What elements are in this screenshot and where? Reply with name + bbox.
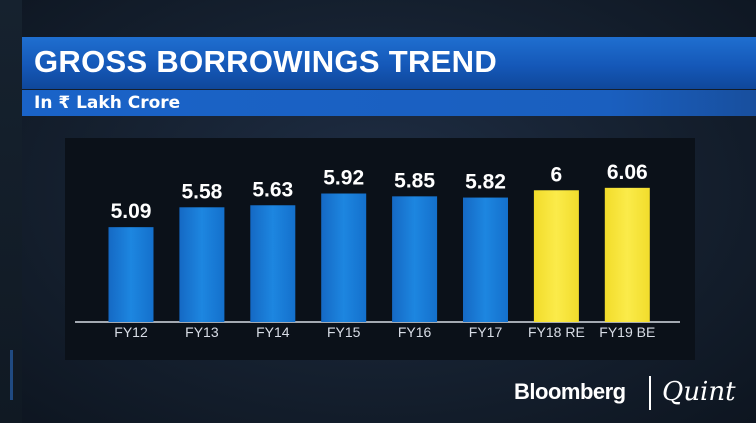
x-tick-label: FY19 BE [599, 324, 655, 340]
data-label: 5.92 [323, 167, 364, 190]
data-label: 5.82 [465, 171, 506, 194]
x-tick-label: FY17 [469, 324, 503, 340]
title-bar: GROSS BORROWINGS TREND [22, 37, 756, 89]
data-label: 5.09 [111, 200, 152, 223]
logo-divider [649, 376, 651, 410]
data-label: 5.58 [181, 180, 222, 203]
data-label: 5.63 [252, 178, 293, 201]
subtitle-bar: In ₹ Lakh Crore [22, 90, 756, 116]
x-tick-label: FY16 [398, 324, 432, 340]
data-label: 6.06 [607, 161, 648, 184]
x-tick-label: FY13 [185, 324, 219, 340]
left-decor-strip [0, 0, 22, 423]
chart-panel: 5.09 FY12 5.58 FY13 5.63 FY14 5.92 FY15 5.85 FY16… [65, 138, 695, 360]
chart-title: GROSS BORROWINGS TREND [34, 44, 498, 79]
data-label: 5.85 [394, 169, 435, 192]
x-tick-label: FY18 RE [528, 324, 585, 340]
bar-chart: 5.09 FY12 5.58 FY13 5.63 FY14 5.92 FY15 5.85 FY16… [75, 161, 680, 340]
bar-fy13 [179, 207, 225, 322]
x-tick-label: FY15 [327, 324, 361, 340]
left-accent-line [10, 350, 13, 400]
bar-fy18-re [533, 190, 579, 322]
bar-fy14 [250, 205, 296, 322]
chart-subtitle: In ₹ Lakh Crore [34, 93, 181, 113]
bar-fy16 [392, 196, 438, 322]
x-tick-label: FY14 [256, 324, 290, 340]
brand-logo: Bloomberg Quint [514, 374, 744, 414]
data-label: 6 [551, 163, 563, 186]
quint-logo-text: Quint [662, 377, 736, 407]
bar-fy12 [108, 227, 154, 322]
bar-fy17 [463, 197, 508, 322]
x-tick-label: FY12 [114, 324, 148, 340]
bar-fy19-be [604, 187, 650, 322]
bar-fy15 [321, 193, 367, 322]
bloomberg-logo-text: Bloomberg [514, 379, 626, 404]
